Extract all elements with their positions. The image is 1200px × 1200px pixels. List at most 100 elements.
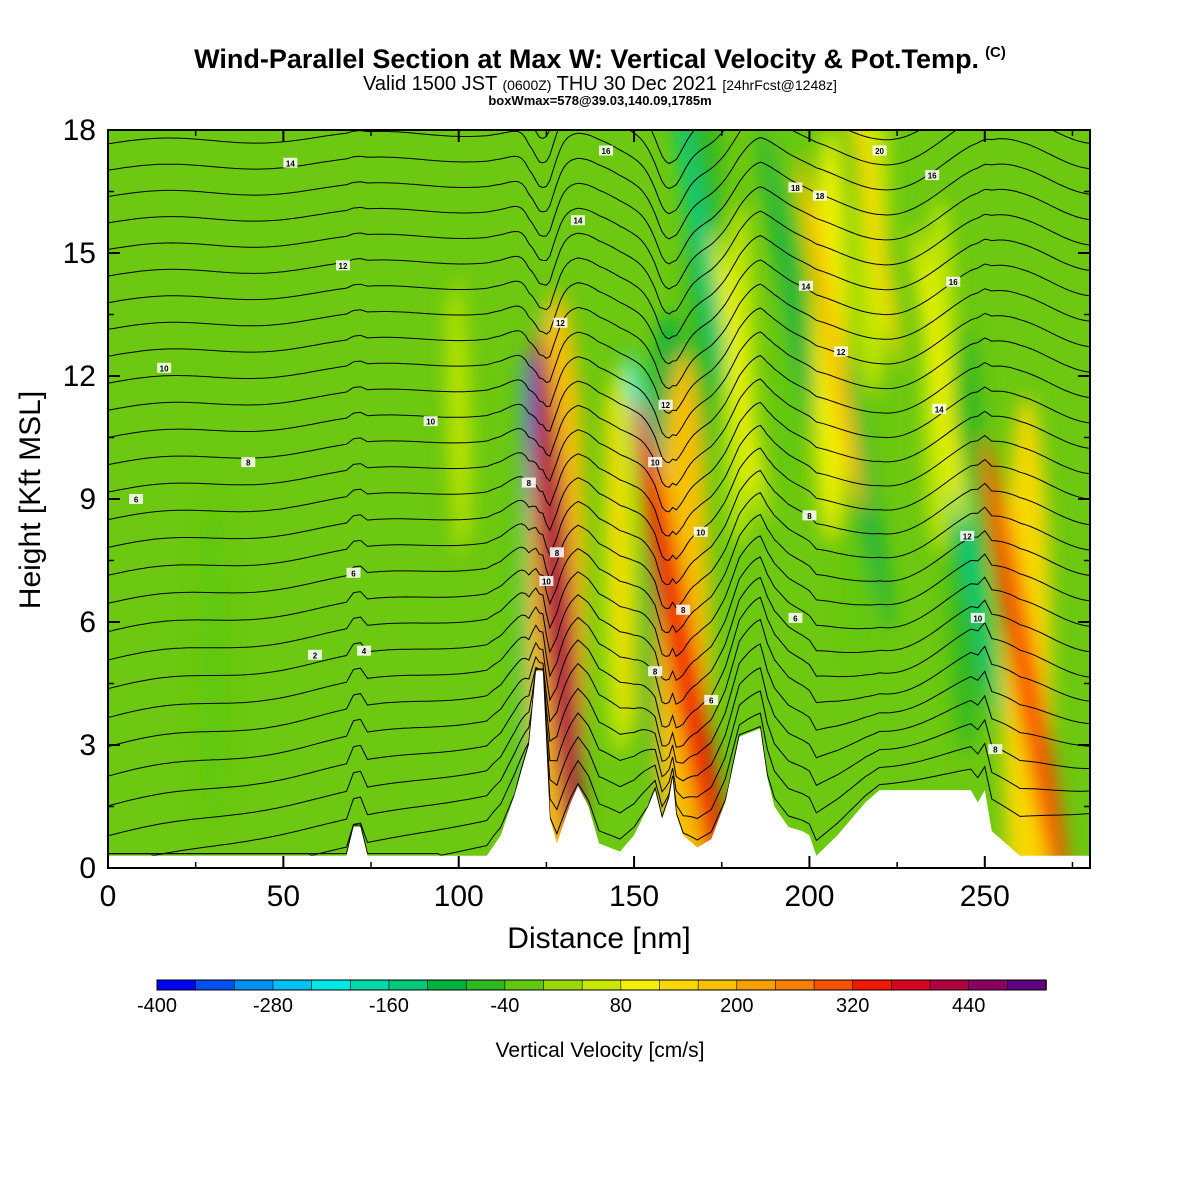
theta-contour-line (108, 235, 1090, 340)
theta-contour-label: 8 (676, 604, 691, 615)
theta-contour-label: 8 (521, 477, 536, 488)
colorbar-tick-label: 440 (952, 995, 985, 1017)
contour-label-text: 10 (651, 459, 660, 468)
contour-label-text: 18 (791, 184, 800, 193)
theta-contour-line (108, 576, 1090, 719)
colorbar-swatch (504, 979, 545, 991)
copyright-mark: (C) (985, 44, 1006, 61)
axes: 0 50 100 150 200 250 0 3 6 9 12 15 18 (63, 114, 1090, 913)
theta-contours (108, 130, 1090, 857)
downdraft-cell (670, 130, 738, 436)
colorbar-swatch (891, 979, 931, 991)
contour-label-bg (357, 645, 372, 656)
theta-contour-line (108, 668, 1090, 857)
contour-label-text: 6 (134, 496, 139, 505)
colorbar-swatch (697, 979, 738, 991)
theta-contour-line (108, 378, 1090, 488)
theta-contour-line (108, 469, 1090, 585)
forecast-info: [24hrFcst@1248z] (722, 77, 837, 93)
theta-contour-label: 4 (357, 645, 372, 656)
contour-label-bg (970, 612, 985, 623)
theta-contour-label: 14 (283, 157, 298, 168)
colorbar-swatch (659, 979, 699, 991)
contour-label-text: 12 (556, 319, 565, 328)
theta-contour-label: 14 (798, 280, 813, 291)
contour-label-text: 16 (602, 147, 611, 156)
updraft-cell (532, 332, 582, 868)
contour-label-bg (521, 477, 536, 488)
theta-contour-line (108, 596, 1090, 748)
x-tick-label: 250 (960, 880, 1010, 913)
theta-contour-label: 8 (648, 666, 663, 677)
contour-label-bg (925, 170, 940, 181)
colorbar-swatch (349, 979, 390, 991)
colorbar-swatch (543, 979, 583, 991)
theta-contour-line (108, 130, 921, 190)
theta-contour-line (108, 667, 1090, 837)
colorbar-swatch (813, 979, 854, 991)
colorbar-swatch (620, 979, 661, 991)
theta-contour-label: 8 (802, 510, 817, 521)
contour-label-bg (960, 530, 975, 541)
contour-label-bg (599, 145, 614, 156)
colorbar-frame (156, 979, 1047, 991)
theta-contour-line (108, 513, 1090, 634)
contour-label-text: 8 (555, 549, 560, 558)
colorbar-tick-label: 80 (610, 995, 632, 1017)
theta-contour-label: 6 (346, 567, 361, 578)
colorbar-swatch (465, 979, 506, 991)
y-tick-label: 3 (79, 729, 96, 762)
contour-label-text: 12 (661, 401, 670, 410)
contour-label-text: 12 (963, 532, 972, 541)
colorbar-swatch (852, 979, 893, 991)
contour-label-text: 12 (339, 262, 348, 271)
contour-label-bg (704, 694, 719, 705)
colorbar-swatch (929, 979, 970, 991)
contour-label-bg (812, 190, 827, 201)
contour-label-bg (833, 346, 848, 357)
y-tick-label: 15 (63, 237, 96, 270)
theta-contour-line (108, 447, 1090, 561)
contour-label-bg (241, 457, 256, 468)
colorbar-swatch (1007, 979, 1047, 991)
contour-label-bg (570, 215, 585, 226)
contour-label-bg (335, 260, 350, 271)
colorbar-swatch (736, 979, 777, 991)
theta-contour-label: 8 (988, 744, 1003, 755)
contour-label-text: 8 (527, 479, 532, 488)
contour-label-text: 8 (807, 512, 812, 521)
theta-contour-line (108, 643, 1090, 807)
contour-label-text: 8 (246, 459, 251, 468)
colorbar: -400 -280 -160 -40 80 200 320 440 (137, 979, 1047, 1017)
theta-contour-label: 6 (788, 612, 803, 623)
contour-label-text: 10 (542, 578, 551, 587)
theta-contour-labels: 14 12 10 10 8 6 6 4 2 16 14 12 8 8 10 12 10 10 8 8 6 18 18 20 14… (129, 145, 1003, 755)
contour-label-text: 16 (928, 172, 937, 181)
theta-contour-label: 10 (970, 612, 985, 623)
contour-label-text: 2 (313, 651, 318, 660)
theta-contour-line (108, 307, 1090, 414)
theta-contour-line (108, 331, 1090, 439)
valid-date: THU 30 Dec 2021 (556, 73, 717, 95)
y-tick-label: 9 (79, 483, 96, 516)
updraft-cell (797, 157, 864, 513)
downdraft-cell (761, 130, 823, 462)
theta-contour-label: 14 (932, 403, 947, 414)
contour-label-bg (798, 280, 813, 291)
theta-contour-line (108, 492, 1090, 609)
contour-label-text: 14 (574, 217, 583, 226)
theta-contour-label: 10 (648, 457, 663, 468)
contour-label-bg (307, 649, 322, 660)
colorbar-tick-label: -280 (253, 995, 293, 1017)
terrain (108, 671, 1090, 868)
y-tick-label: 18 (63, 114, 96, 147)
theta-contour-line (108, 130, 1090, 215)
contour-label-text: 6 (793, 614, 798, 623)
contour-label-text: 18 (815, 192, 824, 201)
theta-contour-label: 12 (960, 530, 975, 541)
x-axis-label: Distance [nm] (507, 922, 690, 955)
contour-label-bg (549, 547, 564, 558)
colorbar-swatch (581, 979, 622, 991)
updraft-cell (911, 223, 968, 529)
